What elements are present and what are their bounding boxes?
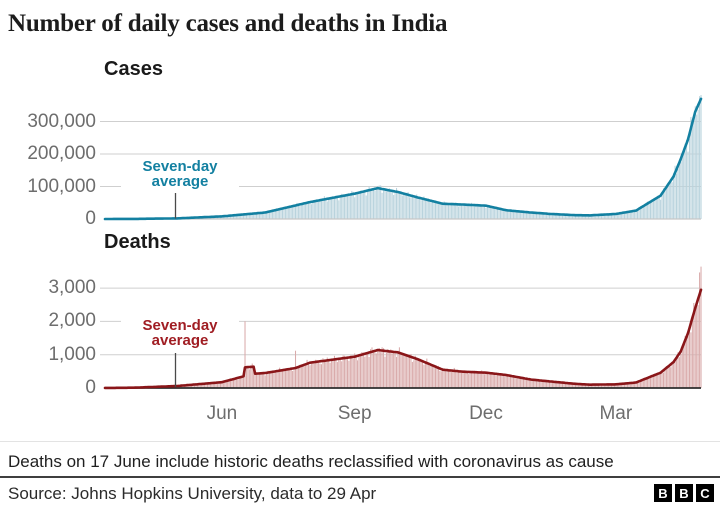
cases-chart-title: Cases (104, 58, 163, 80)
deaths-seven-day-average-label: Seven-day average (121, 316, 239, 350)
footnote: Deaths on 17 June include historic death… (8, 452, 614, 471)
annotation-line: Seven-day (142, 317, 218, 334)
page-title: Number of daily cases and deaths in Indi… (8, 10, 448, 37)
cases-seven-day-average-label: Seven-day average (121, 157, 239, 191)
source-line: Source: Johns Hopkins University, data t… (8, 484, 377, 503)
bbc-logo-letter: B (654, 484, 672, 502)
footnote-divider (0, 441, 720, 442)
source-divider (0, 476, 720, 478)
annotation-line: average (151, 332, 209, 349)
bbc-logo-letter: B (675, 484, 693, 502)
annotation-line: Seven-day (142, 158, 218, 175)
deaths-chart-title: Deaths (104, 231, 171, 253)
bbc-logo-letter: C (696, 484, 714, 502)
annotation-line: average (151, 173, 209, 190)
